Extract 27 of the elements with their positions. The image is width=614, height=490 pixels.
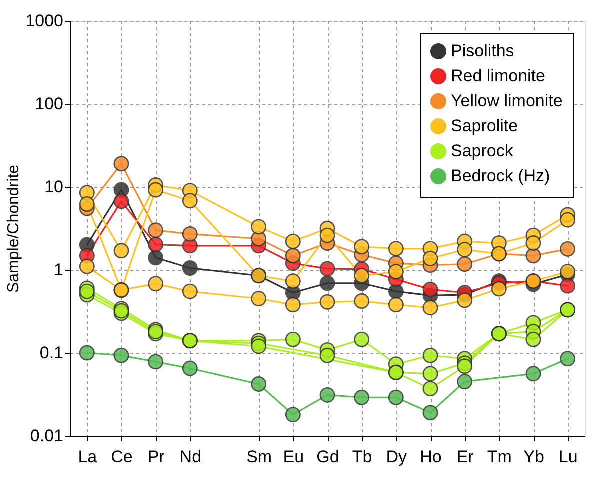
x-tick-label: Gd <box>316 448 340 466</box>
legend-label: Yellow limonite <box>451 92 563 110</box>
y-tick-label: 1 <box>54 260 64 280</box>
legend-label: Saprolite <box>451 116 518 136</box>
x-tick-label: Ho <box>420 448 442 466</box>
y-tick-label: 10 <box>44 178 64 196</box>
x-tick-label: Sm <box>246 448 272 466</box>
y-tick-label: 1000 <box>26 12 64 30</box>
x-tick-label: La <box>78 448 98 466</box>
y-axis-title: Sample/Chondrite <box>6 164 23 294</box>
x-tick-label: Tm <box>487 448 512 466</box>
x-tick-label: Tb <box>352 448 372 466</box>
x-tick-label: Ce <box>111 448 133 466</box>
y-tick-label: 100 <box>35 94 64 114</box>
x-tick-label: Nd <box>180 448 202 466</box>
x-tick-label: Eu <box>283 448 304 466</box>
x-tick-label: Pr <box>148 448 166 466</box>
legend-label: Saprock <box>451 142 514 160</box>
x-tick-label: Er <box>456 448 474 466</box>
legend-label: Bedrock (Hz) <box>451 166 550 186</box>
legend-label: Red limonite <box>451 66 546 86</box>
x-tick-label: Lu <box>558 448 578 466</box>
x-tick-label: Yb <box>524 448 544 466</box>
y-tick-label: 0.1 <box>40 344 64 362</box>
x-tick-label: Dy <box>386 448 408 466</box>
legend-label: Pisoliths <box>451 42 514 60</box>
y-tick-label: 0.01 <box>30 426 64 446</box>
